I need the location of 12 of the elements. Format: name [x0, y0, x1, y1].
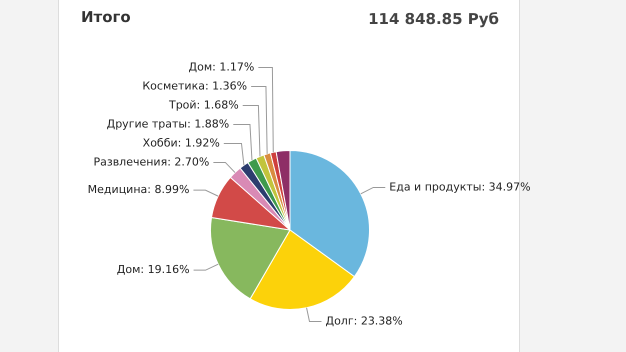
slice-label: Дом: 1.17%	[188, 60, 254, 74]
slice-label: Хобби: 1.92%	[142, 136, 220, 150]
slice-label: Трой: 1.68%	[168, 98, 239, 112]
slice-label: Еда и продукты: 34.97%	[389, 180, 531, 194]
slice-label: Другие траты: 1.88%	[106, 117, 230, 130]
slice-label: Развлечения: 2.70%	[93, 155, 210, 168]
slice-label: Дом: 19.16%	[116, 263, 190, 276]
chart-title: Итого	[81, 8, 131, 26]
slice-label: Долг: 23.38%	[325, 314, 403, 328]
chart-subtitle: 114 848.85 Руб	[368, 10, 499, 28]
slice-label: Косметика: 1.36%	[142, 79, 248, 92]
slice-label: Медицина: 8.99%	[88, 183, 190, 196]
